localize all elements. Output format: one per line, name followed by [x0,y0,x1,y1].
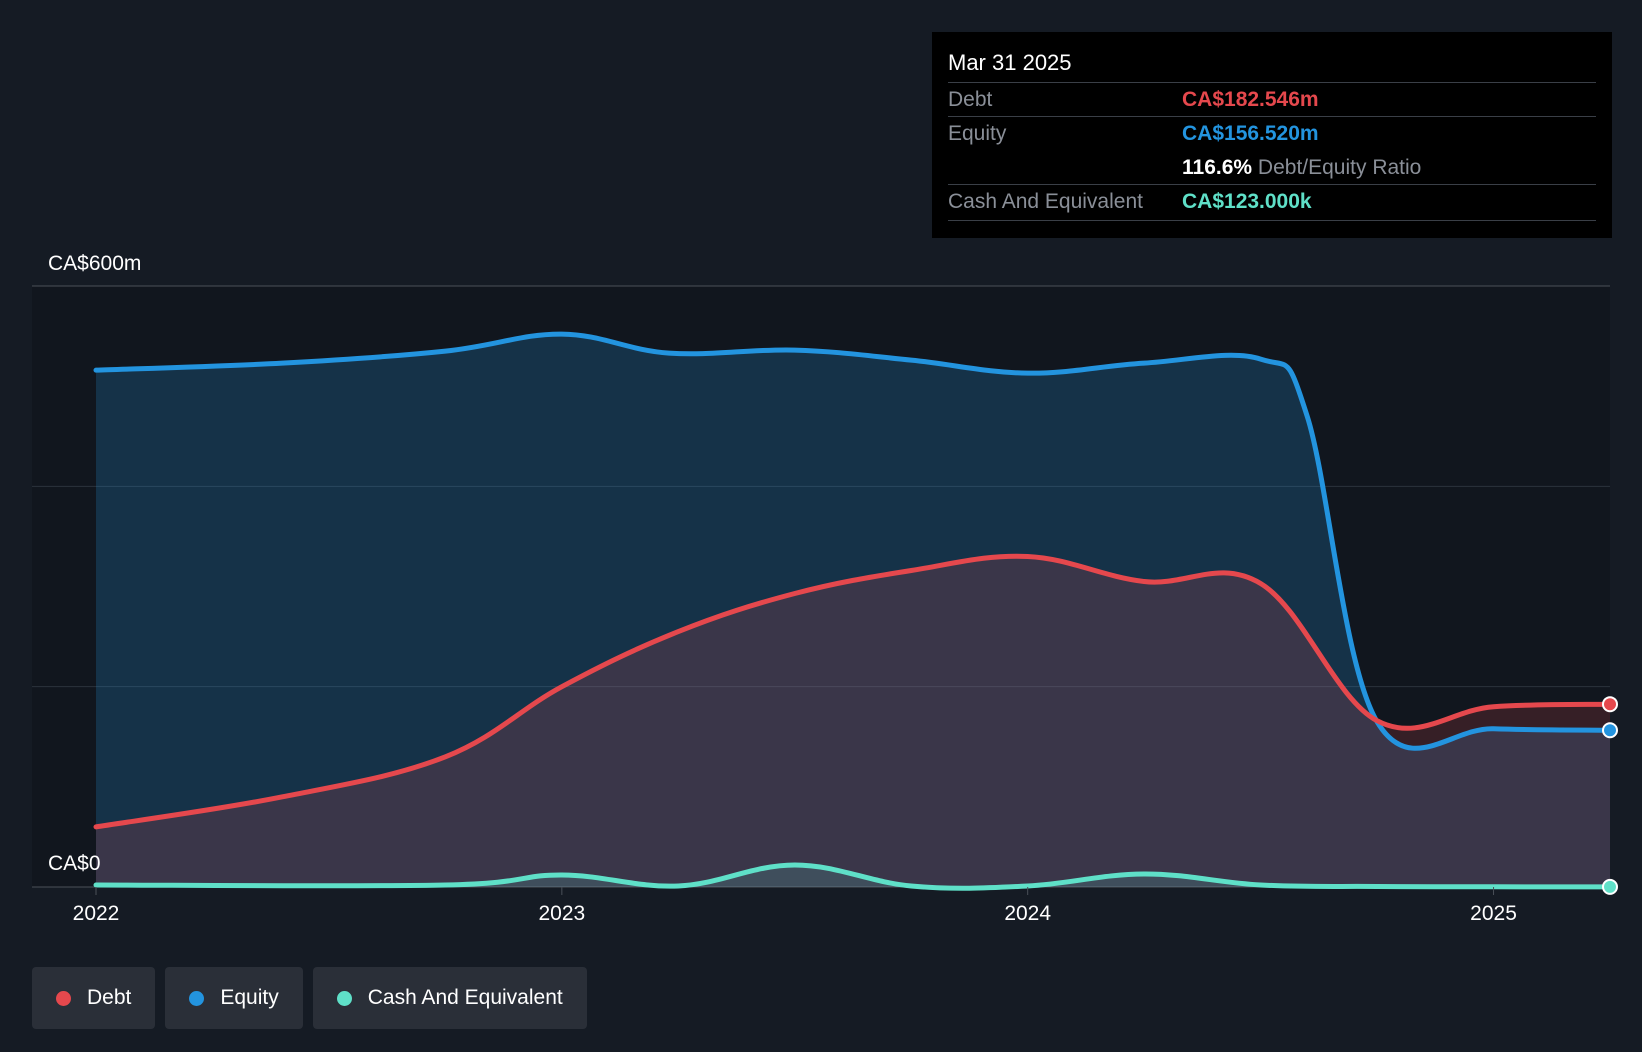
tooltip-cash-row: Cash And Equivalent CA$123.000k [948,184,1596,218]
tooltip-cash-label: Cash And Equivalent [948,190,1143,213]
debt-dot-icon [56,990,71,1006]
cash-line [93,862,1613,891]
equity-dot-icon [189,990,205,1006]
equity-line [93,331,1613,751]
y-tick-label-bottom: CA$0 [48,852,101,875]
tooltip-debt-row: Debt CA$182.546m [948,82,1596,116]
y-tick-label-top: CA$600m [48,252,141,275]
tooltip-date: Mar 31 2025 [948,50,1072,75]
debt-end-marker[interactable] [1602,696,1618,713]
equity-end-marker[interactable] [1602,722,1618,739]
debt-line [93,553,1613,830]
tooltip-debt-label: Debt [948,88,993,111]
tooltip-ratio-label: Debt/Equity Ratio [1257,156,1422,179]
cash-dot-icon [336,990,352,1006]
cash-end-marker[interactable] [1602,878,1618,895]
tooltip-panel: Mar 31 2025 Debt CA$182.546m Equity CA$1… [932,32,1612,238]
tooltip-divider [948,116,1596,117]
tooltip-ratio-value: 116.6% [1182,156,1253,179]
legend-label-equity: Equity [220,986,279,1009]
tooltip-divider [948,220,1596,221]
tooltip-divider [948,184,1596,185]
tooltip-divider [948,82,1596,83]
tooltip-equity-value: CA$156.520m [1182,122,1319,145]
tooltip-ratio-row: 116.6% Debt/Equity Ratio [948,150,1596,184]
tooltip-equity-row: Equity CA$156.520m [948,116,1596,150]
equity-area [96,334,1610,887]
x-tick-label: 2025 [1470,902,1517,925]
legend-item-cash[interactable]: Cash And Equivalent [312,967,587,1029]
x-tick-label: 2023 [538,902,585,925]
tooltip-equity-label: Equity [948,122,1007,145]
legend-label-cash: Cash And Equivalent [367,986,563,1009]
legend: Debt Equity Cash And Equivalent [32,967,587,1029]
x-tick-label: 2022 [73,902,120,925]
tooltip-debt-value: CA$182.546m [1182,88,1319,111]
tooltip-cash-value: CA$123.000k [1182,190,1312,213]
legend-label-debt: Debt [87,986,132,1009]
legend-item-equity[interactable]: Equity [165,967,303,1029]
x-tick-label: 2024 [1004,902,1051,925]
legend-item-debt[interactable]: Debt [32,967,156,1029]
debt-area [96,556,1610,887]
